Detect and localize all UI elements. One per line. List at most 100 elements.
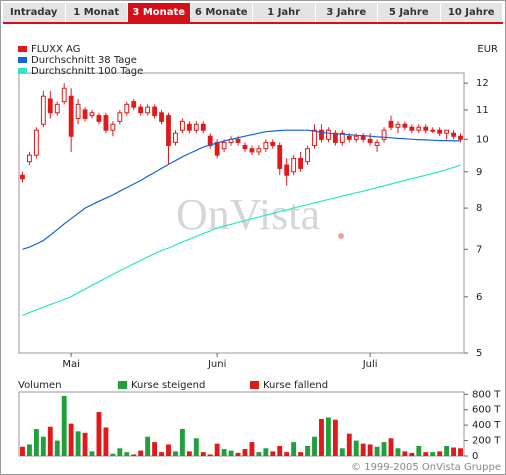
candle-body bbox=[423, 126, 429, 131]
legend-label: FLUXX AG bbox=[31, 44, 80, 55]
volume-bar bbox=[263, 448, 269, 456]
volume-bar bbox=[346, 433, 352, 456]
x-tick-label: Juli bbox=[362, 359, 378, 370]
volume-bar bbox=[124, 452, 130, 456]
volume-bar bbox=[312, 436, 317, 456]
legend-swatch bbox=[18, 68, 27, 74]
y-tick-label: 200 T bbox=[472, 436, 501, 447]
candle-body bbox=[353, 135, 359, 140]
candle-body bbox=[284, 164, 290, 176]
volume-bar bbox=[256, 452, 262, 456]
volume-bar bbox=[402, 451, 408, 456]
tab[interactable]: 6 Monate bbox=[191, 3, 253, 22]
y-tick-label: 600 T bbox=[472, 405, 501, 416]
candle-body bbox=[110, 123, 116, 131]
candle-body bbox=[305, 148, 310, 163]
volume-bar bbox=[75, 431, 81, 456]
x-tick-label: Mai bbox=[62, 359, 80, 370]
tab[interactable]: 1 Monat bbox=[66, 3, 128, 22]
y-tick-label: 400 T bbox=[472, 420, 501, 431]
volume-bar bbox=[305, 445, 310, 456]
candle-body bbox=[47, 98, 53, 114]
volume-bar bbox=[152, 442, 158, 456]
volume-bar bbox=[103, 427, 109, 456]
candle-body bbox=[430, 129, 436, 132]
volume-bar bbox=[277, 445, 283, 456]
y-tick-label: 5 bbox=[476, 348, 482, 359]
volume-bar bbox=[159, 452, 164, 456]
candle-body bbox=[89, 112, 95, 117]
volume-bar bbox=[221, 449, 227, 456]
volume-bar bbox=[291, 442, 297, 456]
tab[interactable]: 3 Monate bbox=[128, 3, 191, 22]
candle-body bbox=[326, 129, 331, 140]
tab[interactable]: Intraday bbox=[3, 3, 66, 22]
volume-bar bbox=[444, 445, 450, 456]
volume-bar bbox=[173, 451, 178, 456]
candle-body bbox=[437, 129, 443, 134]
candle-body bbox=[54, 103, 60, 114]
candle-body bbox=[20, 174, 25, 180]
candle-body bbox=[40, 95, 46, 125]
tab[interactable]: 1 Jahr bbox=[253, 3, 316, 22]
volume-bar bbox=[458, 448, 463, 456]
legend-swatch bbox=[18, 46, 27, 52]
candle-body bbox=[458, 135, 463, 140]
candle-body bbox=[103, 115, 109, 131]
y-tick-label: 0 bbox=[472, 451, 478, 462]
unit-label: EUR bbox=[477, 44, 498, 55]
volume-bar bbox=[409, 452, 415, 456]
y-tick-label: 9 bbox=[476, 167, 482, 178]
volume-bar bbox=[270, 451, 276, 456]
candle-body bbox=[263, 141, 269, 150]
volume-bar bbox=[374, 446, 380, 456]
moving-average-line bbox=[22, 164, 461, 316]
volume-bar bbox=[298, 452, 304, 456]
moving-average-line bbox=[22, 129, 461, 250]
volume-bar bbox=[381, 442, 387, 456]
x-tick-label: Juni bbox=[207, 359, 226, 370]
candle-body bbox=[416, 126, 422, 131]
candle-body bbox=[395, 123, 401, 128]
volume-bar bbox=[332, 419, 338, 456]
legend-swatch bbox=[118, 381, 127, 389]
candle-body bbox=[291, 157, 297, 173]
candle-body bbox=[402, 123, 408, 128]
y-tick-label: 8 bbox=[476, 203, 482, 214]
legend-swatch bbox=[18, 57, 27, 63]
candle-body bbox=[166, 115, 171, 147]
legend-label: Durchschnitt 38 Tage bbox=[31, 55, 137, 66]
candle-body bbox=[68, 95, 74, 137]
volume-bar bbox=[131, 454, 137, 456]
volume-bar bbox=[193, 438, 199, 456]
candle-body bbox=[374, 141, 380, 147]
candle-body bbox=[82, 109, 88, 119]
tab[interactable]: 5 Jahre bbox=[378, 3, 441, 22]
watermark-dot bbox=[338, 233, 344, 239]
candle-body bbox=[145, 106, 151, 114]
candle-body bbox=[270, 141, 276, 147]
panel-title: Volumen bbox=[18, 380, 62, 391]
candle-body bbox=[159, 112, 164, 122]
candle-body bbox=[235, 138, 241, 143]
y-tick-label: 11 bbox=[476, 105, 489, 116]
volume-bar bbox=[395, 448, 401, 456]
candle-body bbox=[96, 115, 102, 122]
candle-body bbox=[312, 129, 317, 147]
tab[interactable]: 10 Jahre bbox=[441, 3, 503, 22]
candle-body bbox=[138, 106, 144, 114]
volume-bar bbox=[186, 451, 192, 456]
watermark: OnVista bbox=[176, 190, 320, 239]
volume-bar bbox=[360, 443, 366, 456]
tab[interactable]: 3 Jahre bbox=[316, 3, 378, 22]
legend-label: Kurse steigend bbox=[131, 380, 205, 391]
volume-bar bbox=[179, 429, 185, 456]
volume-bar bbox=[96, 412, 102, 456]
candle-body bbox=[61, 87, 67, 103]
candle-body bbox=[339, 132, 345, 143]
volume-bar bbox=[353, 440, 359, 456]
volume-bar bbox=[235, 452, 241, 456]
candle-body bbox=[193, 123, 199, 131]
volume-bar bbox=[367, 444, 373, 456]
